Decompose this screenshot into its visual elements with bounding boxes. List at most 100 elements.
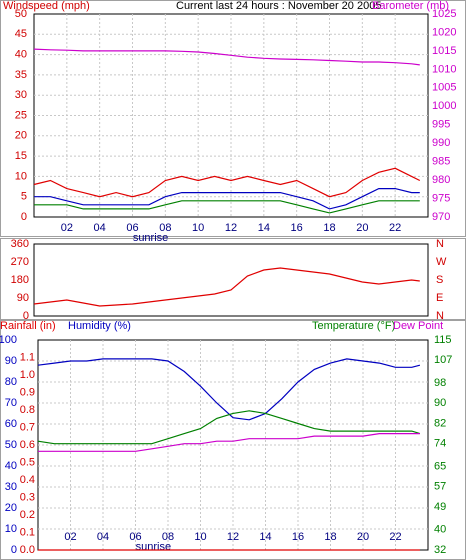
y2-tick-label: 115 <box>434 334 452 346</box>
y2-tick-label: 995 <box>432 119 450 131</box>
y3-tick-label: 0.2 <box>20 509 35 521</box>
y2-tick-label: 32 <box>434 544 446 556</box>
series-label: Humidity (%) <box>68 320 131 332</box>
y-tick-label: 50 <box>5 439 17 451</box>
y2-tick-label: 975 <box>432 192 450 204</box>
annotation: sunrise <box>136 541 171 553</box>
y-tick-label: 30 <box>15 89 27 101</box>
series-line <box>34 188 420 210</box>
series-line <box>37 410 421 445</box>
x-tick-label: 20 <box>357 531 369 543</box>
series-line <box>33 48 420 66</box>
y3-tick-label: 0.4 <box>20 474 35 486</box>
x-tick-label: 18 <box>324 531 336 543</box>
x-tick-label: 08 <box>159 222 171 234</box>
y2-tick-label: 40 <box>434 524 446 536</box>
y-tick-label: 5 <box>21 191 27 203</box>
chart-title: Current last 24 hours : November 20 2005 <box>176 0 381 12</box>
y2-tick-label: 49 <box>434 501 446 513</box>
x-tick-label: 18 <box>323 222 335 234</box>
y3-tick-label: 0.5 <box>20 456 35 468</box>
y-tick-label: 360 <box>11 238 29 250</box>
series-line <box>33 267 420 307</box>
x-tick-label: 14 <box>258 222 270 234</box>
series-label: Dew Point <box>393 320 443 332</box>
x-tick-label: 22 <box>389 531 401 543</box>
y-axis-label: Windspeed (mph) <box>3 0 90 12</box>
y2-tick-label: 990 <box>432 137 450 149</box>
y-tick-label: 0 <box>21 211 27 223</box>
x-tick-label: 04 <box>94 222 106 234</box>
y-tick-label: 100 <box>0 334 17 346</box>
y3-tick-label: 0.1 <box>20 526 35 538</box>
y-tick-label: 45 <box>15 28 27 40</box>
y2-tick-label: 74 <box>434 438 446 450</box>
x-tick-label: 02 <box>61 222 73 234</box>
y-tick-label: 0 <box>23 310 29 322</box>
y-tick-label: 30 <box>5 481 17 493</box>
y-tick-label: 20 <box>15 130 27 142</box>
series-label: Temperature (°F) <box>312 320 395 332</box>
y-tick-label: 90 <box>17 292 29 304</box>
x-tick-label: 10 <box>194 531 206 543</box>
series-line <box>33 167 421 198</box>
y2-tick-label: 970 <box>432 211 450 223</box>
y2-tick-label: 107 <box>434 354 452 366</box>
y3-tick-label: 0.7 <box>20 421 35 433</box>
x-tick-label: 06 <box>126 222 138 234</box>
y2-tick-label: 980 <box>432 174 450 186</box>
x-tick-label: 08 <box>162 531 174 543</box>
y2-tick-label: 1010 <box>432 63 456 75</box>
y2-tick-label: 1005 <box>432 82 456 94</box>
y2-tick-label: N <box>436 238 444 250</box>
annotation: sunrise <box>133 232 168 244</box>
y-tick-label: 60 <box>5 418 17 430</box>
y3-tick-label: 1.1 <box>20 351 35 363</box>
x-tick-label: 14 <box>259 531 271 543</box>
x-tick-label: 10 <box>192 222 204 234</box>
y-tick-label: 25 <box>15 109 27 121</box>
series-line <box>38 433 420 452</box>
y3-tick-label: 0.3 <box>20 491 35 503</box>
y-tick-label: 40 <box>5 460 17 472</box>
y-tick-label: 10 <box>5 523 17 535</box>
y2-tick-label: 1020 <box>432 26 456 38</box>
y2-tick-label: N <box>436 310 444 322</box>
y2-tick-label: 1025 <box>432 8 456 20</box>
x-tick-label: 04 <box>97 531 109 543</box>
y3-tick-label: 0.0 <box>20 544 35 556</box>
y3-tick-label: 0.6 <box>20 439 35 451</box>
x-tick-label: 16 <box>292 531 304 543</box>
plot-area <box>33 243 429 317</box>
y2-tick-label: E <box>436 292 443 304</box>
y2-tick-label: 985 <box>432 156 450 168</box>
y2-tick-label: 90 <box>434 397 446 409</box>
y-tick-label: 40 <box>15 49 27 61</box>
series-label: Barometer (mb) <box>372 0 449 12</box>
y3-tick-label: 0.9 <box>20 386 35 398</box>
x-tick-label: 12 <box>225 222 237 234</box>
y-tick-label: 270 <box>11 256 29 268</box>
y-tick-label: 0 <box>11 544 17 556</box>
x-tick-label: 06 <box>129 531 141 543</box>
y-tick-label: 180 <box>11 274 29 286</box>
x-tick-label: 02 <box>64 531 76 543</box>
y-tick-label: 50 <box>15 8 27 20</box>
series-label: Rainfall (in) <box>0 320 56 332</box>
y-tick-label: 80 <box>5 376 17 388</box>
y2-tick-label: 57 <box>434 481 446 493</box>
series-line <box>34 200 420 214</box>
y-tick-label: 70 <box>5 397 17 409</box>
y2-tick-label: 1000 <box>432 100 456 112</box>
x-tick-label: 20 <box>356 222 368 234</box>
y2-tick-label: 65 <box>434 460 446 472</box>
series-line <box>37 358 421 421</box>
y3-tick-label: 1.0 <box>20 369 35 381</box>
y-tick-label: 90 <box>5 355 17 367</box>
y3-tick-label: 0.8 <box>20 404 35 416</box>
y-tick-label: 35 <box>15 69 27 81</box>
y2-tick-label: 1015 <box>432 45 456 57</box>
y2-tick-label: 98 <box>434 377 446 389</box>
x-tick-label: 22 <box>389 222 401 234</box>
